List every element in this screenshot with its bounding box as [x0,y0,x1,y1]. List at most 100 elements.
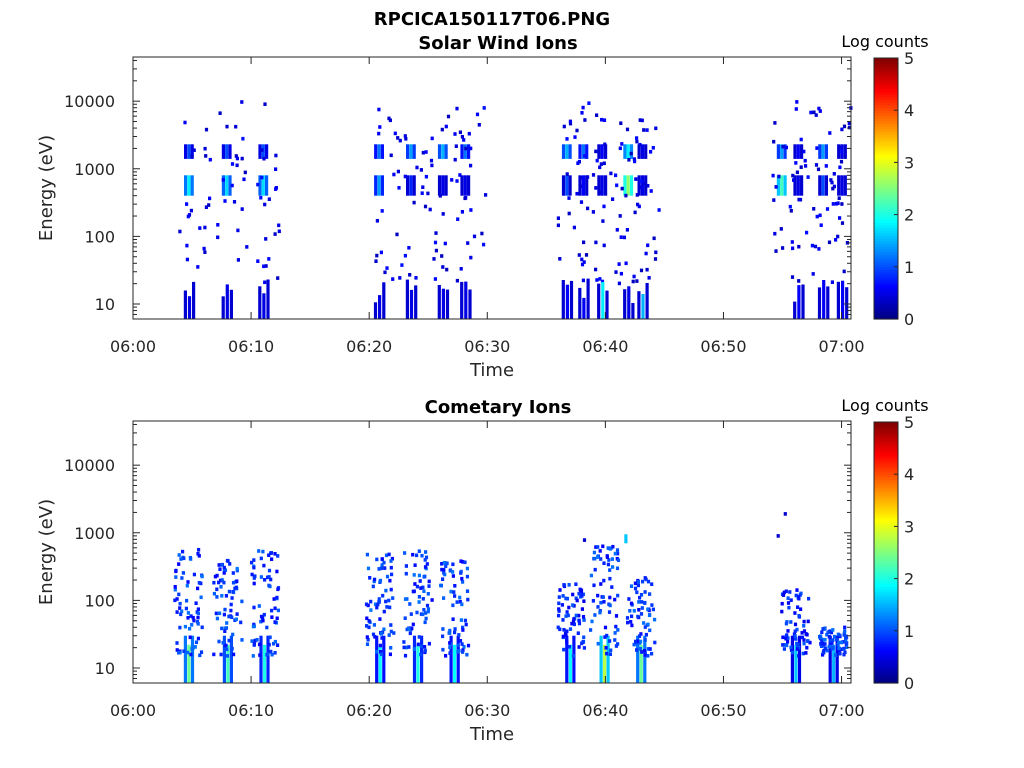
count-cell [258,653,262,657]
count-cell [421,597,425,601]
count-cell [240,100,244,104]
count-cell [267,642,271,647]
count-cell [456,217,460,221]
count-cell [597,175,601,196]
count-cell [223,607,227,612]
count-cell [383,566,387,570]
count-cell [408,602,412,606]
count-cell [258,286,262,319]
count-cell [821,175,825,196]
count-cell [275,569,279,574]
count-cell [414,276,418,280]
count-cell [190,623,194,627]
count-cell [432,257,436,261]
count-cell [830,180,834,185]
colorbar-segment [874,180,898,184]
count-cell [459,618,463,622]
count-cell [793,629,797,634]
count-cell [379,250,383,255]
count-cell [843,629,847,633]
count-cell [830,280,834,284]
count-cell [194,640,199,645]
colorbar-segment [874,476,898,481]
colorbar-segment [874,308,898,312]
colorbar-segment [874,165,898,169]
colorbar-segment [874,552,898,556]
count-cell [589,573,593,578]
count-cell [218,578,223,583]
count-cell [802,149,806,154]
count-cell [453,627,457,631]
count-cell [267,553,271,557]
count-cell [369,599,373,604]
count-cell [409,144,413,159]
count-cell [257,549,261,553]
colorbar-segment [874,282,898,286]
count-cell [649,150,653,154]
count-cell [258,175,262,196]
count-cell [461,648,465,652]
count-cell [591,210,595,214]
colorbar-segment [874,219,898,224]
count-cell [365,642,370,646]
count-cell [469,163,473,168]
count-cell [794,161,798,165]
count-cell [805,632,809,637]
count-cell [582,260,586,264]
count-cell [635,139,639,144]
colorbar-segment [874,272,898,276]
count-cell [818,144,822,159]
colorbar-segment [874,149,898,153]
count-cell [780,609,784,614]
count-cell [409,289,414,319]
count-cell [836,281,840,319]
count-cell [608,595,612,600]
count-cell [443,241,447,246]
count-cell [565,629,569,634]
count-cell [264,264,268,268]
count-cell [252,565,256,570]
count-cell [627,158,631,162]
count-cell [377,567,381,571]
count-cell [252,581,256,586]
count-cell [375,635,379,683]
colorbar-segment [874,534,898,538]
count-cell [561,594,565,598]
colorbar-segment [874,471,898,475]
colorbar-segment [874,612,898,616]
count-cell [469,208,473,212]
count-cell [818,109,822,113]
count-cell [460,135,464,139]
count-cell [379,632,383,636]
colorbar-segment [874,253,898,257]
count-cell [801,284,805,319]
count-cell [430,136,434,141]
count-cell [632,157,636,161]
count-cell [822,638,826,642]
count-cell [653,640,657,645]
count-cell [805,645,809,650]
count-cell [608,568,612,572]
x-tick-label: 06:00 [110,701,156,720]
count-cell [814,163,819,167]
count-cell [602,161,606,166]
count-cell [425,603,430,608]
count-cell [461,560,465,564]
count-cell [465,652,469,657]
colorbar-segment [874,442,898,447]
count-cell [423,648,427,653]
count-cell [440,254,444,258]
count-cell [613,597,617,602]
count-cell [637,608,641,612]
count-cell [263,202,267,207]
colorbar-segment [874,298,898,302]
count-cell [828,635,832,683]
count-cell [465,574,469,579]
count-cell [275,616,279,621]
count-cell [782,647,786,651]
count-cell [637,175,641,196]
count-cell [388,605,392,610]
count-cell [236,258,240,262]
count-cell [842,269,846,274]
count-cell [607,610,612,614]
